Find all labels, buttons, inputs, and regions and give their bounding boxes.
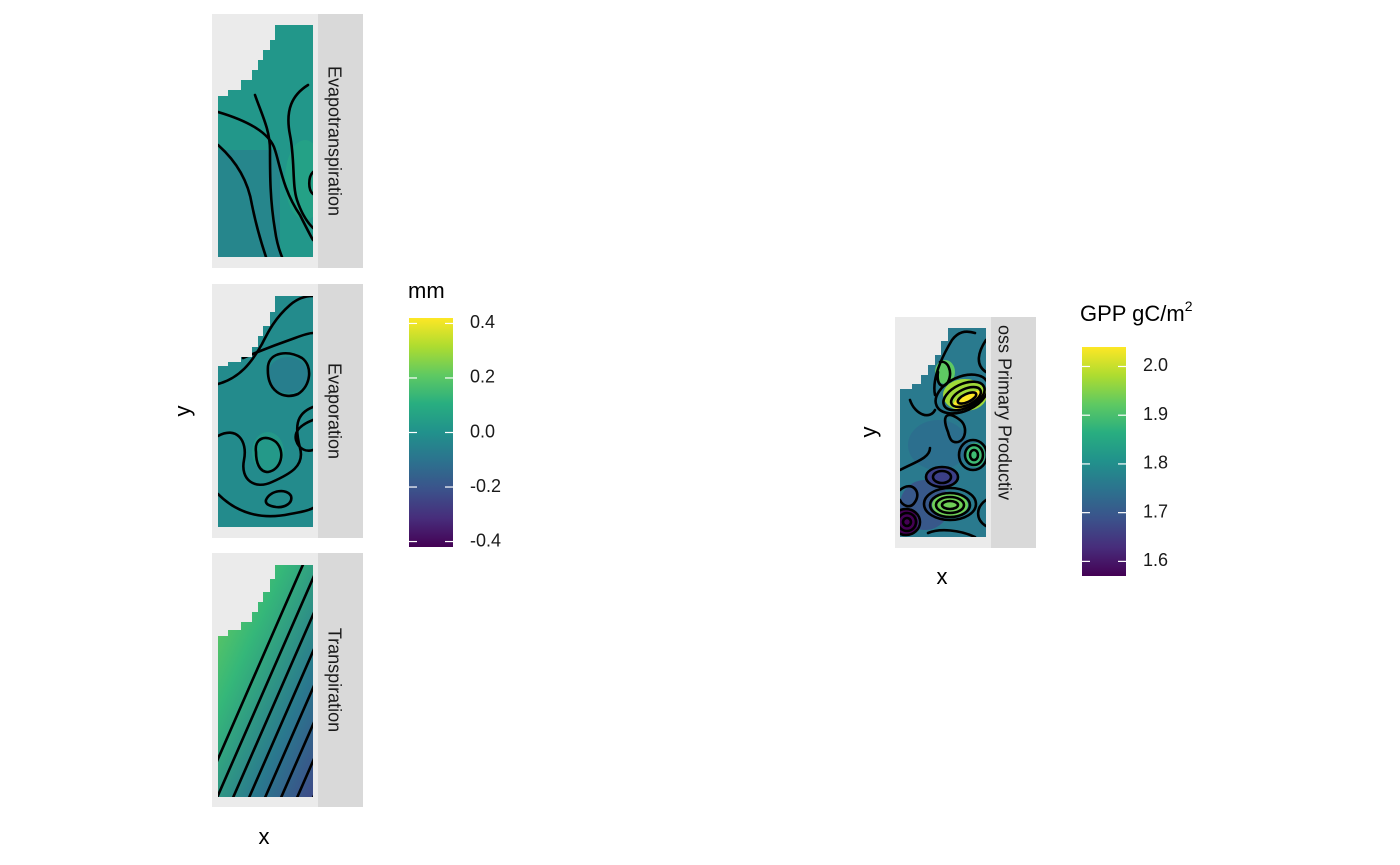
contour-line (908, 398, 937, 417)
colorbar-tick-label: 2.0 (1143, 355, 1168, 375)
contour-line (968, 448, 980, 462)
facet-panel-gross-primary-productivity: oss Primary Productiv (895, 317, 1036, 548)
contour-line (943, 413, 967, 444)
contour-line (376, 560, 481, 800)
colorbar-tick-label: 0.4 (470, 312, 495, 332)
contour-line (900, 484, 919, 508)
contour-line (900, 511, 918, 533)
facet-panel-evaporation: Evaporation (212, 284, 363, 538)
contour-line (218, 143, 268, 257)
contour-line (963, 443, 985, 467)
colorbar-tick-label: 0.0 (470, 421, 495, 441)
facet-strip (318, 14, 363, 268)
legend-title-main: GPP gC/m (1080, 301, 1185, 326)
facet-strip (991, 317, 1036, 548)
y-axis-title-right: y (856, 427, 881, 438)
legend-title-superscript: 2 (1185, 298, 1193, 314)
contour-line (307, 170, 313, 196)
facet-strip-label: Evapotranspiration (324, 66, 344, 216)
contour-line (928, 491, 972, 519)
legend-title: mm (408, 278, 445, 303)
y-axis-title-left: y (170, 406, 195, 417)
facet-strip-clip: oss Primary Productiv (994, 325, 1014, 500)
contour-line (254, 436, 283, 474)
x-axis-title-left: x (259, 824, 270, 849)
contour-line (218, 565, 313, 797)
contour-line (901, 516, 913, 528)
raster-highlight (285, 140, 313, 220)
contour-line (926, 528, 977, 537)
contour-line-group (218, 560, 481, 800)
contour-line (976, 498, 986, 528)
contour-line (957, 438, 986, 472)
colorbar-ticks: 0.4 0.2 0.0 -0.2 -0.4 (409, 312, 501, 550)
facet-strip (318, 553, 363, 807)
contour-line (218, 565, 307, 797)
contour-line (246, 565, 313, 797)
legend-mm: mm 0.4 0.2 0.0 -0.2 -0.4 (408, 278, 501, 550)
contour-line-group (900, 330, 986, 537)
facet-panel-evapotranspiration: Evapotranspiration (212, 14, 363, 268)
contour-line (218, 110, 313, 242)
facet-strip (318, 284, 363, 538)
contour-line (218, 492, 313, 518)
contour-line (934, 373, 986, 415)
colorbar-tick-label: 1.8 (1143, 453, 1168, 473)
legend-title: GPP gC/m2 (1080, 298, 1193, 326)
contour-line (294, 418, 313, 452)
contour-line (262, 565, 313, 797)
colorbar (1082, 347, 1126, 576)
contour-line (931, 469, 953, 485)
contour-line (900, 507, 922, 537)
contour-line (933, 330, 977, 397)
contour-line (900, 446, 932, 472)
colorbar-tick-label: 0.2 (470, 367, 495, 387)
contour-line (264, 489, 293, 509)
contour-line (278, 565, 313, 797)
facet-panel-transpiration: Transpiration (212, 553, 481, 807)
x-axis-title-right: x (937, 564, 948, 589)
colorbar-tick-label: 1.7 (1143, 501, 1168, 521)
contour-line (956, 391, 978, 405)
colorbar-tick-label: -0.4 (470, 530, 501, 550)
contour-line (934, 495, 966, 515)
colorbar-tick-label: -0.2 (470, 476, 501, 496)
contour-line (241, 331, 313, 360)
contour-line (949, 385, 983, 409)
facet-strip-label: Evaporation (324, 363, 344, 459)
contour-line (940, 499, 960, 511)
contour-line (360, 560, 465, 800)
contour-line (266, 352, 311, 398)
contour-line (218, 296, 313, 386)
contour-line (253, 93, 284, 257)
contour-line (287, 83, 313, 230)
facet-strip-label: Transpiration (324, 628, 344, 732)
facet-strip-label: oss Primary Productiv (994, 325, 1014, 500)
contour-line (230, 565, 313, 797)
contour-line (977, 338, 986, 374)
contour-line (936, 360, 952, 388)
legend-gpp: GPP gC/m2 2.0 1.9 1.8 1.7 1.6 (1080, 298, 1193, 576)
contour-line (942, 380, 986, 412)
contour-line (924, 465, 960, 489)
colorbar-tick-label: 1.6 (1143, 550, 1168, 570)
colorbar-ticks: 2.0 1.9 1.8 1.7 1.6 (1082, 355, 1168, 570)
raster-shading (268, 357, 308, 393)
contour-line (922, 486, 978, 522)
colorbar-tick-label: 1.9 (1143, 404, 1168, 424)
